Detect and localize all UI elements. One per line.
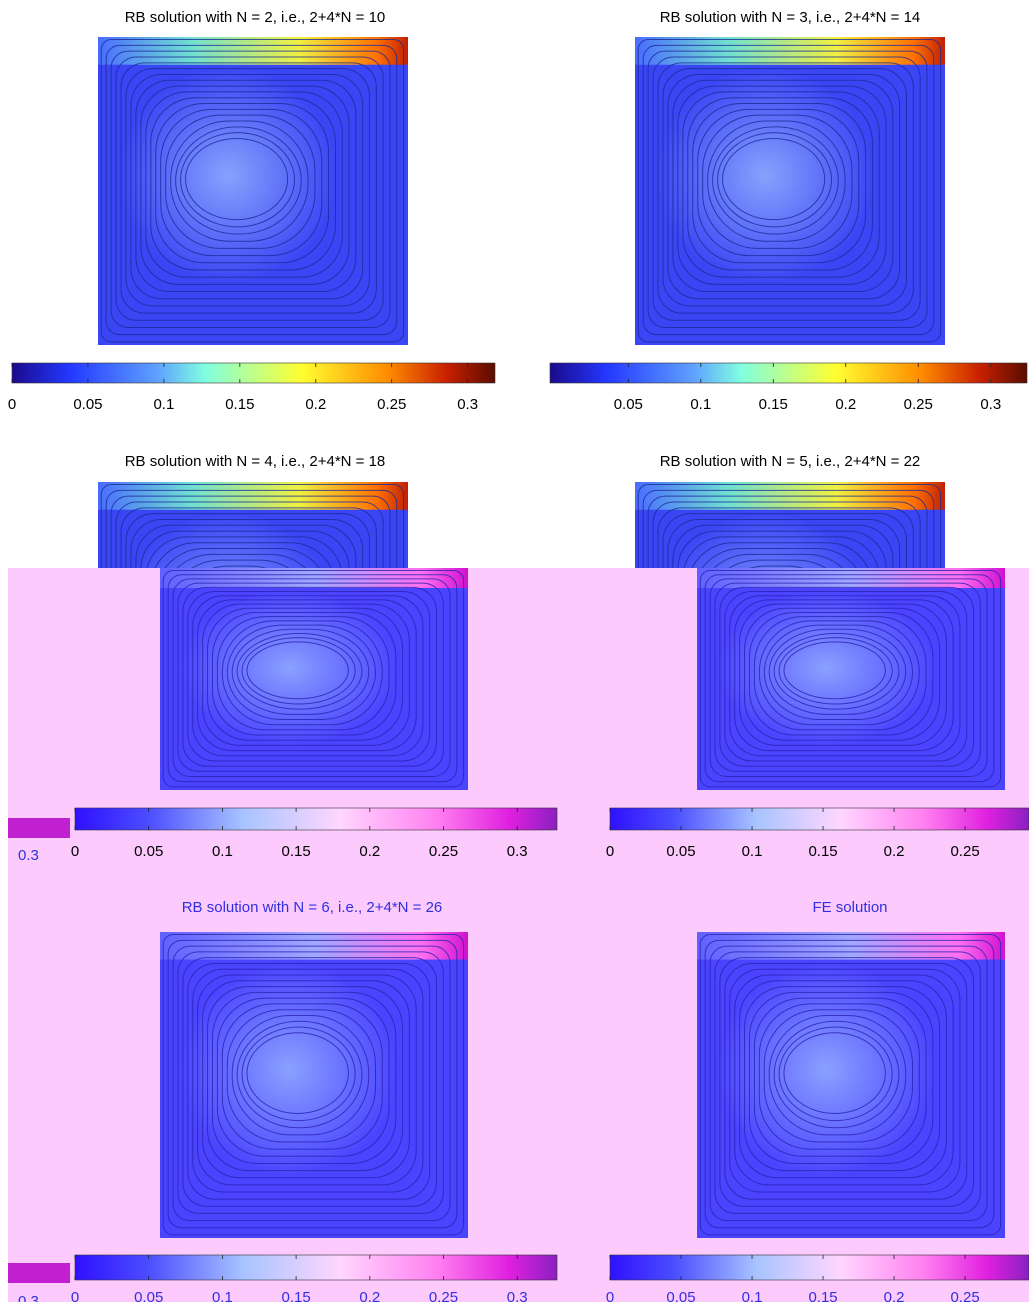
fragment-label: 0.3 xyxy=(18,847,39,864)
colorbar-tick-label: 0.05 xyxy=(134,1289,163,1302)
streamline-plot xyxy=(635,37,945,345)
streamline-plot xyxy=(160,568,468,790)
colorbar-tick-label: 0.1 xyxy=(212,843,233,860)
page: RB solution with N = 2, i.e., 2+4*N = 10… xyxy=(0,0,1029,1302)
colorbar xyxy=(75,1255,557,1280)
colorbar-tick-label: 0.25 xyxy=(429,1289,458,1302)
fragment-bar xyxy=(8,818,70,838)
colorbar-tick-label: 0.2 xyxy=(359,843,380,860)
colorbar-tick-label: 0.15 xyxy=(225,396,254,413)
colorbar-tick-label: 0.15 xyxy=(808,1289,837,1302)
colorbar-tick-label: 0.05 xyxy=(614,396,643,413)
colorbar-tick-label: 0.25 xyxy=(950,1289,979,1302)
colorbar-tick-label: 0.05 xyxy=(134,843,163,860)
colorbar xyxy=(75,808,557,830)
colorbar-tick-label: 0.05 xyxy=(73,396,102,413)
colorbar-tick-label: 0.1 xyxy=(153,396,174,413)
colorbar-tick-label: 0.2 xyxy=(835,396,856,413)
colorbar-tick-label: 0 xyxy=(8,396,16,413)
colorbar-tick-label: 0.3 xyxy=(507,1289,528,1302)
panel-title: FE solution xyxy=(812,899,887,916)
colorbar-tick-label: 0.2 xyxy=(305,396,326,413)
colorbar-tick-label: 0.05 xyxy=(666,1289,695,1302)
colorbar-tick-label: 0.2 xyxy=(359,1289,380,1302)
colorbar-tick-label: 0.25 xyxy=(950,843,979,860)
colorbar-tick-label: 0.05 xyxy=(666,843,695,860)
colorbar-tick-label: 0.2 xyxy=(884,1289,905,1302)
streamline-plot xyxy=(160,932,468,1238)
colorbar-tick-label: 0 xyxy=(71,843,79,860)
streamline-plot xyxy=(697,568,1005,790)
colorbar-tick-label: 0.15 xyxy=(759,396,788,413)
panel-title: RB solution with N = 6, i.e., 2+4*N = 26 xyxy=(182,899,443,916)
colorbar-tick-label: 0.2 xyxy=(884,843,905,860)
colorbar xyxy=(12,363,495,383)
fragment-bar xyxy=(8,1263,70,1283)
colorbar-tick-label: 0.1 xyxy=(742,843,763,860)
fragment-label: 0.3 xyxy=(18,1293,39,1302)
streamline-plot xyxy=(697,932,1005,1238)
colorbar-tick-label: 0.3 xyxy=(507,843,528,860)
panel-title: RB solution with N = 5, i.e., 2+4*N = 22 xyxy=(660,453,921,470)
figure: RB solution with N = 2, i.e., 2+4*N = 10… xyxy=(0,0,1029,1302)
streamline-plot xyxy=(98,37,408,345)
colorbar xyxy=(550,363,1027,383)
panel-title: RB solution with N = 2, i.e., 2+4*N = 10 xyxy=(125,9,386,26)
colorbar-tick-label: 0.25 xyxy=(377,396,406,413)
colorbar-tick-label: 0.15 xyxy=(808,843,837,860)
colorbar-tick-label: 0 xyxy=(606,1289,614,1302)
colorbar-tick-label: 0.1 xyxy=(742,1289,763,1302)
colorbar-tick-label: 0.25 xyxy=(904,396,933,413)
colorbar-tick-label: 0.3 xyxy=(457,396,478,413)
panel-title: RB solution with N = 3, i.e., 2+4*N = 14 xyxy=(660,9,921,26)
colorbar-tick-label: 0 xyxy=(71,1289,79,1302)
colorbar-tick-label: 0.15 xyxy=(281,843,310,860)
colorbar-tick-label: 0 xyxy=(606,843,614,860)
colorbar xyxy=(610,1255,1029,1280)
colorbar-tick-label: 0.3 xyxy=(980,396,1001,413)
panel-title: RB solution with N = 4, i.e., 2+4*N = 18 xyxy=(125,453,386,470)
colorbar-tick-label: 0.25 xyxy=(429,843,458,860)
colorbar-tick-label: 0.1 xyxy=(212,1289,233,1302)
colorbar xyxy=(610,808,1029,830)
colorbar-tick-label: 0.1 xyxy=(690,396,711,413)
colorbar-tick-label: 0.15 xyxy=(281,1289,310,1302)
